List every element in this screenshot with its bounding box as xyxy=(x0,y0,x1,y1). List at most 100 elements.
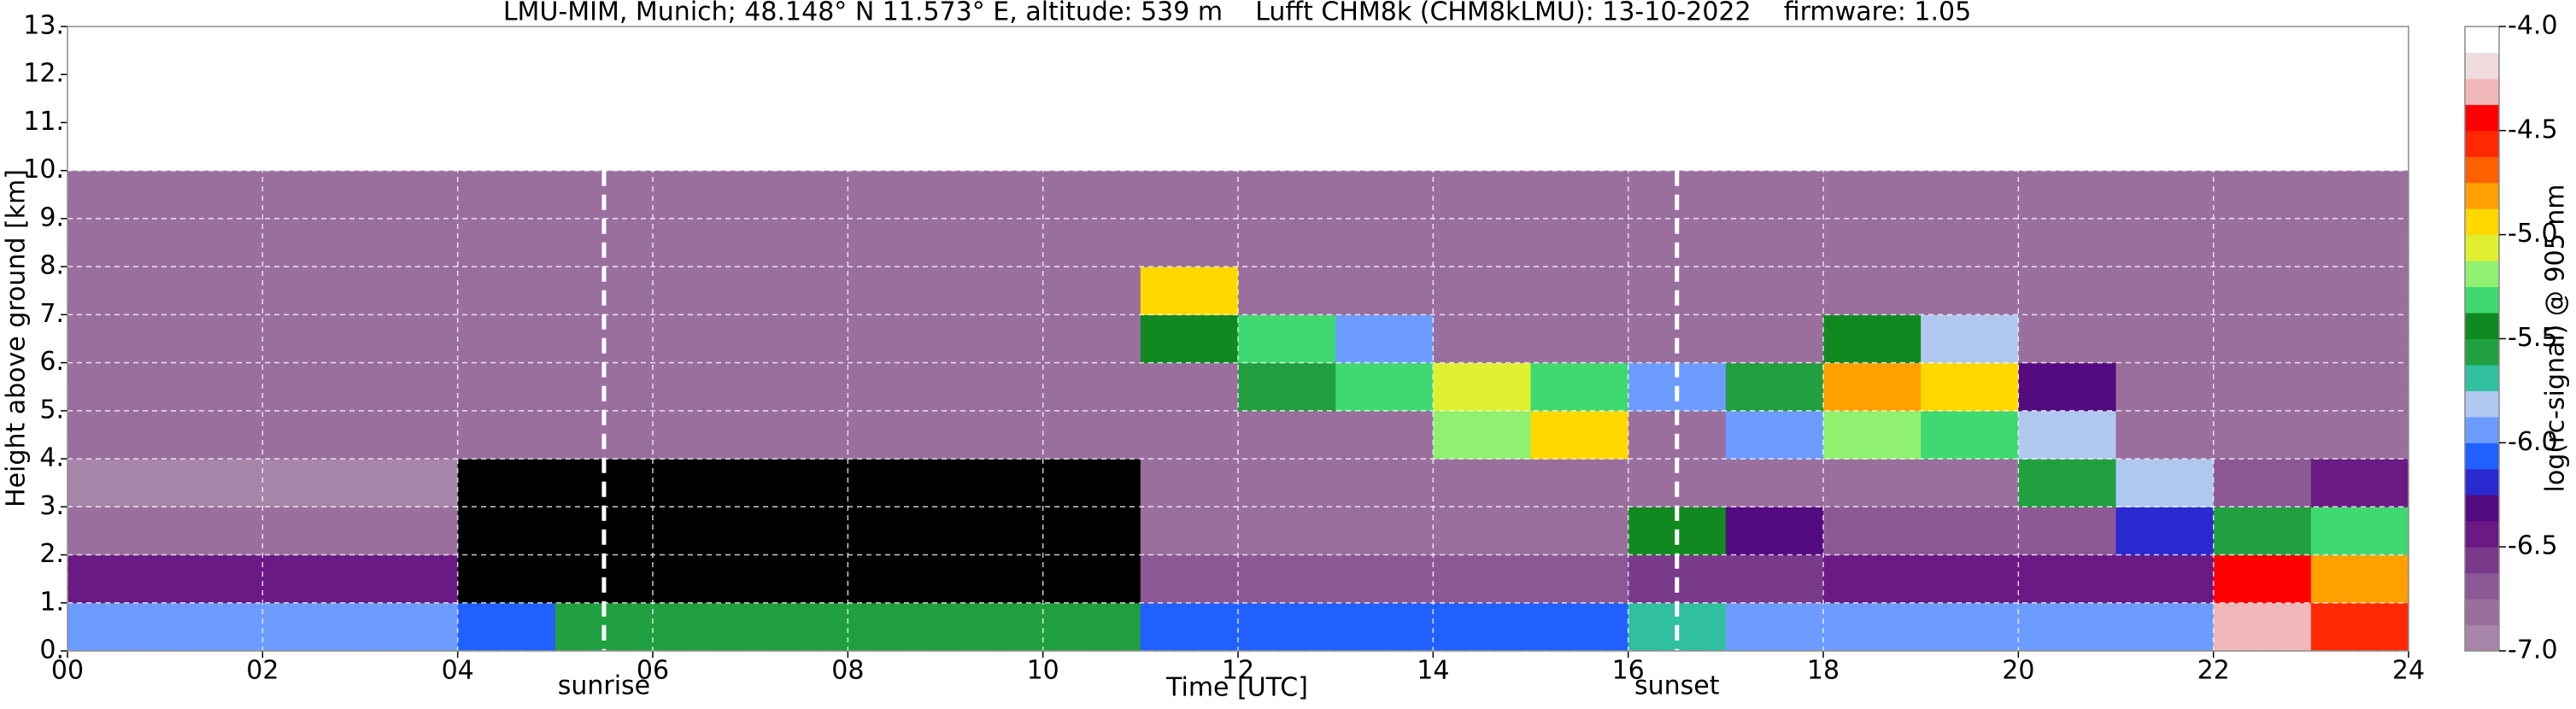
heatmap-cell xyxy=(1140,507,1239,556)
colorbar-swatch xyxy=(2465,624,2499,652)
heatmap-cell xyxy=(848,602,946,652)
heatmap-cell xyxy=(2310,507,2409,556)
heatmap-cell xyxy=(2115,170,2215,220)
y-axis-label: Height above ground [km] xyxy=(2,169,32,507)
heatmap-cell xyxy=(67,170,166,220)
heatmap-cell xyxy=(2018,410,2116,460)
heatmap-cell xyxy=(1140,554,1239,604)
heatmap-cell xyxy=(2018,602,2116,652)
heatmap-cell xyxy=(750,170,848,220)
heatmap-cell xyxy=(1530,362,1629,412)
heatmap-cell xyxy=(1433,314,1531,364)
heatmap-cell xyxy=(2115,267,2215,315)
heatmap-cell xyxy=(1140,218,1239,267)
heatmap-cell xyxy=(360,362,459,412)
heatmap-cell xyxy=(2310,218,2409,267)
heatmap-cell xyxy=(1823,362,1922,412)
heatmap-cell xyxy=(1921,314,2019,364)
heatmap-cell xyxy=(457,314,556,364)
y-tick-label: 7. xyxy=(39,299,64,329)
colorbar-swatch xyxy=(2465,547,2499,574)
x-axis-label: Time [UTC] xyxy=(1165,673,1308,703)
heatmap-cell xyxy=(2213,459,2312,507)
heatmap-cell xyxy=(1921,410,2019,460)
heatmap-cell xyxy=(360,602,459,652)
heatmap-cell xyxy=(67,410,166,460)
colorbar-swatch xyxy=(2465,52,2499,79)
heatmap-cell xyxy=(1042,362,1141,412)
heatmap-cell xyxy=(1725,314,1824,364)
heatmap-cell xyxy=(1921,267,2019,315)
heatmap-cell xyxy=(1823,218,1922,267)
heatmap-cell xyxy=(1238,218,1336,267)
heatmap-cell xyxy=(360,459,459,507)
heatmap-cell xyxy=(1823,267,1922,315)
heatmap-cell xyxy=(1823,602,1922,652)
heatmap-cell xyxy=(360,267,459,315)
heatmap-cell xyxy=(67,459,166,507)
heatmap-cell xyxy=(848,267,946,315)
colorbar-swatch xyxy=(2465,286,2499,313)
x-tick-label: 00 xyxy=(51,656,84,686)
heatmap-cell xyxy=(2213,410,2312,460)
heatmap-cell xyxy=(262,267,361,315)
heatmap-cell xyxy=(1042,507,1141,556)
heatmap-cell xyxy=(2310,267,2409,315)
heatmap-cell xyxy=(262,459,361,507)
heatmap-cell xyxy=(848,459,946,507)
heatmap-cell xyxy=(1433,218,1531,267)
heatmap-cell xyxy=(945,554,1044,604)
heatmap-cell xyxy=(360,218,459,267)
colorbar-tick-label: -5.5 xyxy=(2508,323,2558,353)
heatmap-cell xyxy=(1140,170,1239,220)
heatmap-cell xyxy=(848,362,946,412)
heatmap-cell xyxy=(1530,267,1629,315)
heatmap-cell xyxy=(165,602,263,652)
x-tick-label: 10 xyxy=(1027,656,1059,686)
heatmap-cell xyxy=(1238,507,1336,556)
heatmap-cell xyxy=(165,267,263,315)
heatmap-cell xyxy=(1921,602,2019,652)
heatmap-cell xyxy=(1042,459,1141,507)
heatmap-cell xyxy=(165,410,263,460)
annotation-label: sunset xyxy=(1634,671,1720,701)
heatmap-cell xyxy=(1823,410,1922,460)
heatmap-cell xyxy=(1725,459,1824,507)
heatmap-cell xyxy=(2018,554,2116,604)
heatmap-cell xyxy=(360,314,459,364)
heatmap-cell xyxy=(262,314,361,364)
heatmap-cell xyxy=(165,554,263,604)
heatmap-cell xyxy=(848,314,946,364)
colorbar-tick-label: -5.0 xyxy=(2508,219,2558,249)
heatmap-cell xyxy=(457,410,556,460)
heatmap-cell xyxy=(750,554,848,604)
heatmap-cell xyxy=(457,602,556,652)
heatmap-cell xyxy=(262,170,361,220)
colorbar-tick-label: -4.5 xyxy=(2508,114,2558,144)
heatmap-cell xyxy=(1238,602,1336,652)
heatmap-cell xyxy=(262,410,361,460)
heatmap-cell xyxy=(848,507,946,556)
heatmap-cell xyxy=(1238,267,1336,315)
heatmap-cell xyxy=(1921,362,2019,412)
heatmap-cell xyxy=(2115,507,2215,556)
heatmap-cell xyxy=(1433,362,1531,412)
heatmap-cell xyxy=(653,459,751,507)
heatmap-cell xyxy=(457,267,556,315)
heatmap-cell xyxy=(653,314,751,364)
heatmap-cell xyxy=(2115,362,2215,412)
heatmap-cell xyxy=(848,218,946,267)
heatmap-cell xyxy=(1725,362,1824,412)
colorbar-swatch xyxy=(2465,495,2499,522)
colorbar-tick-label: -6.0 xyxy=(2508,427,2558,457)
heatmap-cell xyxy=(165,507,263,556)
heatmap-cell xyxy=(360,410,459,460)
heatmap-cell xyxy=(1433,170,1531,220)
heatmap-cell xyxy=(2018,314,2116,364)
colorbar-swatch xyxy=(2465,234,2499,261)
heatmap-cell xyxy=(653,218,751,267)
heatmap-cell xyxy=(1042,267,1141,315)
heatmap-cell xyxy=(945,362,1044,412)
heatmap-cell xyxy=(1433,554,1531,604)
